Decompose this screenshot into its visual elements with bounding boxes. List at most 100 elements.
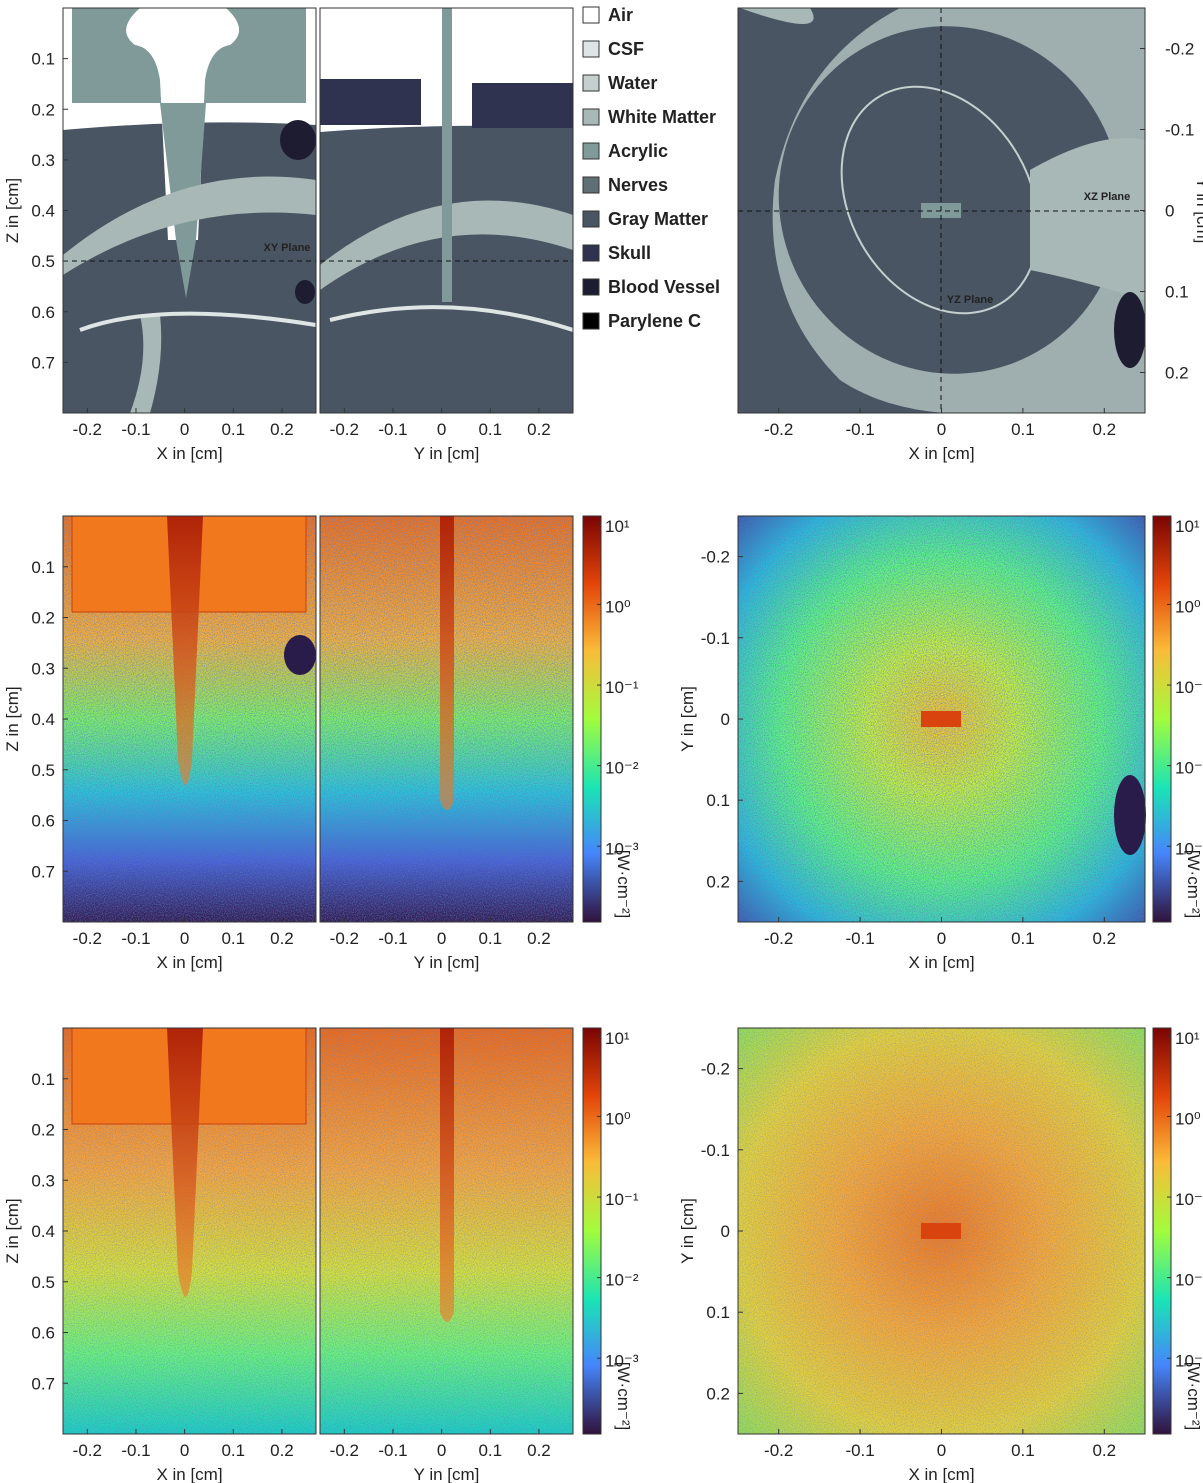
y-axis-label: Y in [cm] [678,1198,697,1264]
legend-swatch [583,211,599,227]
legend-swatch [583,143,599,159]
colorbar [583,1028,601,1434]
x-axis-label: X in [cm] [908,953,974,972]
y-tick-label: 0.4 [31,1222,55,1241]
x-tick-label: 0.2 [527,1441,551,1460]
x-tick-label: -0.1 [845,1441,874,1460]
legend-label: Parylene C [608,311,701,331]
legend-swatch [583,41,599,57]
y-tick-label: 0.1 [1165,283,1189,302]
colorbar-tick-label: 10⁻¹ [605,678,639,697]
x-tick-label: -0.1 [845,929,874,948]
legend-label: Gray Matter [608,209,708,229]
heatmap-xz-b [63,1028,573,1434]
colorbar-tick-label: 10⁰ [605,1109,631,1128]
colorbar-label: [W·cm⁻²] [614,850,633,918]
y-tick-label: 0 [1165,202,1174,221]
colorbar-tick-label: 10⁰ [1175,1109,1201,1128]
x-tick-label: -0.2 [764,1441,793,1460]
colorbar-tick-label: 10¹ [1175,1029,1200,1048]
y-tick-label: 0.7 [31,1374,55,1393]
y-tick-label: 0.2 [31,609,55,628]
legend-swatch [583,279,599,295]
colorbar-tick-label: 10¹ [605,517,630,536]
legend-label: Nerves [608,175,668,195]
y-tick-label: 0.3 [31,1171,55,1190]
x-axis-label: Y in [cm] [414,1465,480,1483]
x-tick-label: -0.2 [73,929,102,948]
legend-swatch [583,7,599,23]
colorbar-tick-label: 10⁻¹ [1175,1190,1203,1209]
x-tick-label: -0.2 [330,1441,359,1460]
y-tick-label: 0 [721,710,730,729]
colorbar-label: [W·cm⁻²] [1184,850,1203,918]
y-tick-label: 0.6 [31,303,55,322]
y-axis-label: Z in [cm] [3,686,22,751]
x-tick-label: 0 [937,420,946,439]
legend-label: Water [608,73,657,93]
plane-annotation: XY Plane [264,242,311,254]
x-tick-label: 0.2 [270,929,294,948]
figure: -0.2 -0.1 0 0.1 0.2 0.1 0.2 0.3 0.4 0.5 0.6 0.7 X in… [0,0,1203,1483]
x-tick-label: -0.1 [121,1441,150,1460]
segmentation-yz [320,8,573,413]
y-tick-label: 0.1 [31,558,55,577]
x-tick-label: -0.1 [378,929,407,948]
x-tick-label: 0 [437,1441,446,1460]
legend-label: Blood Vessel [608,277,720,297]
x-tick-label: -0.1 [121,929,150,948]
y-tick-label: 0.3 [31,151,55,170]
x-tick-label: 0.1 [1011,929,1035,948]
x-tick-label: -0.1 [378,1441,407,1460]
x-tick-label: 0.2 [1092,420,1116,439]
y-tick-label: -0.1 [1165,121,1194,140]
legend-swatch [583,109,599,125]
y-tick-label: 0.4 [31,202,55,221]
legend-label: White Matter [608,107,716,127]
y-tick-label: 0.2 [706,872,730,891]
legend-swatch [583,75,599,91]
segmentation-xy [715,0,1184,437]
x-axis-label: Y in [cm] [414,953,480,972]
x-tick-label: 0.1 [1011,420,1035,439]
x-tick-label: -0.1 [845,420,874,439]
x-tick-label: 0.2 [270,1441,294,1460]
y-axis-label: Y in [cm] [1193,178,1203,244]
page: -0.2 -0.1 0 0.1 0.2 0.1 0.2 0.3 0.4 0.5 0.6 0.7 X in… [0,0,1203,1483]
y-axis-label: Z in [cm] [3,1198,22,1263]
heatmap-xy-a [738,516,1146,922]
x-tick-label: 0.1 [221,1441,245,1460]
y-tick-label: 0 [721,1222,730,1241]
y-tick-label: 0.1 [706,791,730,810]
x-tick-label: 0.1 [478,929,502,948]
colorbar-label: [W·cm⁻²] [614,1362,633,1430]
x-axis-label: X in [cm] [908,444,974,463]
x-tick-label: 0.1 [478,1441,502,1460]
colorbar-label: [W·cm⁻²] [1184,1362,1203,1430]
legend-label: Air [608,5,633,25]
y-tick-label: 0.2 [31,1121,55,1140]
x-tick-label: -0.1 [121,420,150,439]
colorbar [583,516,601,922]
x-tick-label: 0 [437,929,446,948]
y-axis-label: Z in [cm] [3,178,22,243]
y-tick-label: -0.2 [701,1060,730,1079]
colorbar-tick-label: 10¹ [1175,517,1200,536]
x-axis-label: X in [cm] [156,953,222,972]
colorbar-tick-label: 10⁻² [1175,1271,1203,1290]
y-tick-label: 0.5 [31,1273,55,1292]
y-tick-label: 0.6 [31,1324,55,1343]
y-tick-label: -0.2 [701,548,730,567]
legend-swatch [583,245,599,261]
x-tick-label: 0.1 [1011,1441,1035,1460]
x-tick-label: 0 [437,420,446,439]
y-tick-label: 0.5 [31,761,55,780]
x-axis-label: Y in [cm] [414,444,480,463]
x-tick-label: -0.2 [330,420,359,439]
legend-swatch [583,313,599,329]
x-tick-label: 0.2 [270,420,294,439]
legend-swatch [583,177,599,193]
colorbar-tick-label: 10⁻¹ [605,1190,639,1209]
y-tick-label: 0.1 [31,1070,55,1089]
plane-annotation: XZ Plane [1084,191,1130,203]
